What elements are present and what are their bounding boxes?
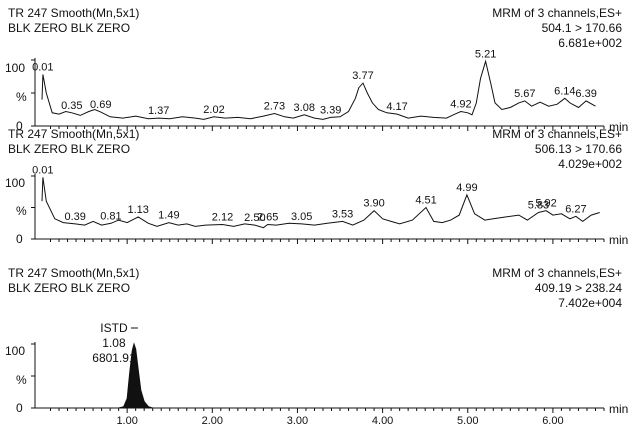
panel-2-peak-label-16: 6.27	[565, 203, 586, 215]
panel-3-x-tick-label-6: 6.00	[542, 415, 563, 425]
panel-2-peak-label-14: 5.83	[528, 200, 549, 212]
panel-1-header-right-line-3: 6.681e+002	[558, 36, 622, 50]
panel-2-peak-label-3: 0.81	[100, 210, 121, 222]
panel-1-peak-label-1: 0.01	[32, 62, 53, 74]
panel-1-peak-label-5: 2.02	[203, 104, 224, 116]
panel-1-peak-label-8: 3.39	[320, 104, 341, 116]
panel-3-header-right-line-2: 409.19 > 238.24	[535, 281, 622, 295]
panel-2-x-unit: min	[609, 233, 628, 247]
panel-3-x-tick-label-5: 5.00	[457, 415, 478, 425]
panel-3-x-tick-label-1: 1.00	[116, 415, 137, 425]
panel-3-header-right-line-1: MRM of 3 channels,ES+	[492, 266, 622, 280]
panel-2-peak-label-8: 2.65	[257, 212, 278, 224]
panel-2-peak-label-11: 3.90	[363, 198, 384, 210]
panel-1-peak-label-6: 2.73	[264, 100, 285, 112]
panel-3-header-left-line-2: BLK ZERO BLK ZERO	[8, 281, 130, 295]
panel-3-x-tick-label-3: 3.00	[287, 415, 308, 425]
panel-3-peak-annotation-line-1: ISTD	[100, 321, 128, 335]
panel-2-header-right-line-3: 4.029e+002	[558, 157, 622, 171]
panel-2-peak-label-1: 0.01	[32, 164, 53, 176]
panel-1-peak-label-11: 4.92	[450, 98, 471, 110]
panel-3-x-unit: min	[609, 402, 628, 416]
panel-3-series-1-area	[42, 342, 604, 409]
panel-3-y-tick-percent: %	[16, 373, 27, 387]
panel-3-header-right-line-3: 7.402e+004	[558, 296, 622, 310]
panel-1-y-tick-percent: %	[16, 90, 27, 104]
panel-1-peak-label-12: 5.21	[475, 48, 496, 60]
panel-2-y-tick-100: 100	[5, 176, 25, 190]
chart-marks: 0.01 0.35 0.69 1.37 2.02 2.73 3.08 3.39 3.77 4.17…	[31, 48, 605, 425]
panel-3-x-tick-label-2: 2.00	[202, 415, 223, 425]
panel-3-peak-annotation-line-2: 1.08	[102, 336, 126, 350]
panel-2-peak-label-12: 4.51	[415, 195, 436, 207]
panel-1-y-tick-100: 100	[5, 61, 25, 75]
panel-2-peak-label-10: 3.53	[332, 208, 353, 220]
panel-1-header-right-line-1: MRM of 3 channels,ES+	[492, 6, 622, 20]
panel-1-peak-label-3: 0.69	[90, 99, 111, 111]
panel-2-peak-label-7: 2.50	[244, 212, 265, 224]
panel-1-peak-label-7: 3.08	[294, 102, 315, 114]
panel-3-peak-annotation-line-3: 6801.91	[92, 351, 136, 365]
panel-3-y-tick-100: 100	[5, 344, 25, 358]
panel-3-y-tick-0: 0	[16, 401, 23, 415]
panel-1-x-unit: min	[609, 120, 628, 134]
panel-1-header-right-line-2: 504.1 > 170.66	[542, 21, 623, 35]
panel-2-peak-label-2: 0.39	[64, 211, 85, 223]
panel-3-x-tick-label-4: 4.00	[372, 415, 393, 425]
panel-2-header-right-line-2: 506.13 > 170.66	[535, 142, 622, 156]
panel-2-header-left-line-1: TR 247 Smooth(Mn,5x1)	[8, 127, 139, 141]
panel-1-peak-label-2: 0.35	[61, 100, 82, 112]
panel-2-peak-label-9: 3.05	[291, 211, 312, 223]
panel-1-series-1-trace	[41, 59, 596, 120]
panel-2-series-1-trace	[41, 177, 600, 229]
panel-1-peak-label-10: 4.17	[386, 101, 407, 113]
panel-2-peak-label-4: 1.13	[128, 204, 149, 216]
panel-2-header-right-line-1: MRM of 3 channels,ES+	[492, 127, 622, 141]
panel-1-peak-label-14: 6.14	[554, 85, 575, 97]
panel-2-y-tick-0: 0	[16, 232, 23, 246]
panel-2-peak-label-5: 1.49	[158, 210, 179, 222]
panel-2-peak-label-6: 2.12	[212, 212, 233, 224]
panel-1-peak-label-4: 1.37	[148, 105, 169, 117]
panel-1-header-left-line-1: TR 247 Smooth(Mn,5x1)	[8, 6, 139, 20]
panel-2-peak-label-13: 4.99	[456, 182, 477, 194]
panel-1-peak-label-13: 5.67	[514, 88, 535, 100]
panel-2-header-left-line-2: BLK ZERO BLK ZERO	[8, 142, 130, 156]
panel-1-y-tick-0: 0	[16, 119, 23, 133]
panel-1-peak-label-9: 3.77	[352, 70, 373, 82]
panel-3-header-left-line-1: TR 247 Smooth(Mn,5x1)	[8, 266, 139, 280]
panel-2-peak-label-15: 5.92	[535, 198, 556, 210]
panel-1-peak-label-15: 6.39	[575, 88, 596, 100]
panel-2-y-tick-percent: %	[16, 204, 27, 218]
panel-1-header-left-line-2: BLK ZERO BLK ZERO	[8, 21, 130, 35]
